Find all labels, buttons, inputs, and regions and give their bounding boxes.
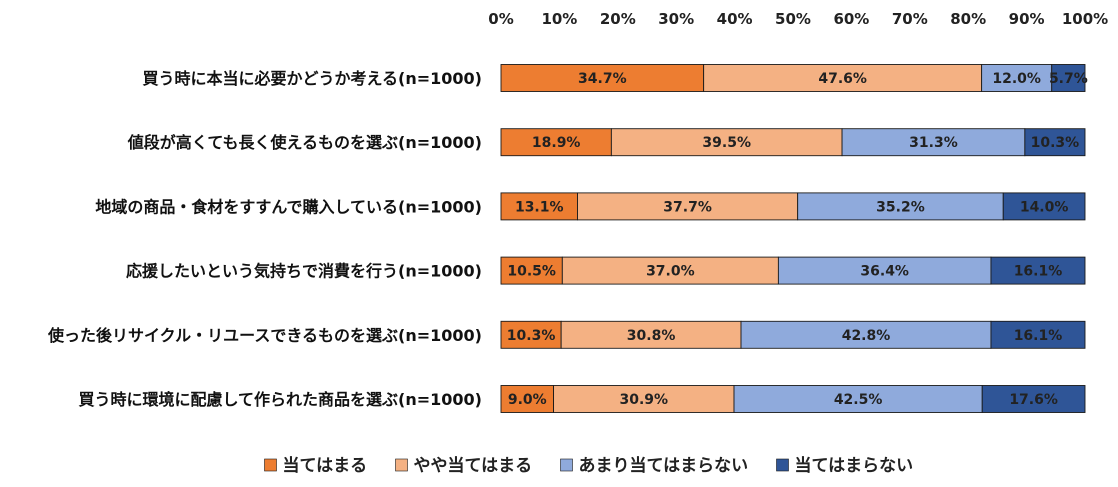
bar-segment xyxy=(1051,64,1086,92)
bar-segment xyxy=(703,64,983,92)
bar-segment xyxy=(981,64,1053,92)
category-label: 応援したいという気持ちで消費を行う(n=1000) xyxy=(126,262,482,281)
data-label: 39.5% xyxy=(702,135,751,151)
bar-segment xyxy=(577,192,799,221)
data-label: 30.9% xyxy=(619,392,668,408)
legend-swatch xyxy=(776,458,789,472)
data-label: 13.1% xyxy=(515,199,564,215)
bar-segment xyxy=(500,64,705,92)
bar-segment xyxy=(841,128,1026,157)
legend-label: 当てはまる xyxy=(283,455,368,476)
legend-swatch xyxy=(560,458,573,472)
x-tick-label: 70% xyxy=(892,10,928,28)
category-label: 地域の商品・食材をすすんで購入している(n=1000) xyxy=(95,197,482,216)
data-label: 42.5% xyxy=(834,392,883,408)
x-tick-label: 10% xyxy=(541,10,577,28)
x-tick-label: 80% xyxy=(950,10,986,28)
data-label: 17.6% xyxy=(1009,392,1058,408)
bar-segment xyxy=(560,320,742,349)
data-label: 36.4% xyxy=(860,264,909,280)
bar-segment xyxy=(990,320,1086,349)
bar-segment xyxy=(610,128,843,157)
bar-segment xyxy=(990,256,1086,285)
x-tick-label: 60% xyxy=(833,10,869,28)
data-label: 16.1% xyxy=(1014,328,1063,344)
bar-segment xyxy=(500,192,578,221)
x-tick-label: 100% xyxy=(1062,10,1108,28)
legend-swatch xyxy=(395,458,408,472)
bar-segment xyxy=(1024,128,1086,157)
x-tick-label: 30% xyxy=(658,10,694,28)
bar-segment xyxy=(500,256,563,285)
legend-label: あまり当てはまらない xyxy=(579,455,749,476)
legend-label: 当てはまらない xyxy=(795,455,914,476)
legend-label: やや当てはまる xyxy=(414,455,533,476)
bar-segment xyxy=(500,320,562,349)
data-label: 37.7% xyxy=(663,199,712,215)
data-label: 42.8% xyxy=(842,328,891,344)
bar-segment xyxy=(981,385,1086,413)
data-label: 10.3% xyxy=(507,328,556,344)
x-tick-label: 40% xyxy=(717,10,753,28)
bar-segment xyxy=(1002,192,1086,221)
bar-segment xyxy=(500,385,555,413)
bar-segment xyxy=(561,256,779,285)
data-label: 30.8% xyxy=(627,328,676,344)
data-label: 16.1% xyxy=(1014,264,1063,280)
category-label: 買う時に本当に必要かどうか考える(n=1000) xyxy=(143,69,482,88)
x-tick-label: 50% xyxy=(775,10,811,28)
data-label: 31.3% xyxy=(909,135,958,151)
data-label: 34.7% xyxy=(578,71,627,87)
data-label: 35.2% xyxy=(876,199,925,215)
x-tick-label: 0% xyxy=(488,10,513,28)
data-label: 5.7% xyxy=(1049,71,1088,87)
data-label: 12.0% xyxy=(992,71,1041,87)
bar-segment xyxy=(733,385,983,413)
x-tick-label: 90% xyxy=(1009,10,1045,28)
data-label: 10.5% xyxy=(507,264,556,280)
bar-segment xyxy=(500,128,612,157)
data-label: 10.3% xyxy=(1031,135,1080,151)
data-label: 37.0% xyxy=(646,264,695,280)
bar-segment xyxy=(553,385,735,413)
data-label: 14.0% xyxy=(1020,199,1069,215)
legend-swatch xyxy=(264,458,277,472)
data-label: 9.0% xyxy=(508,392,547,408)
x-tick-label: 20% xyxy=(600,10,636,28)
data-label: 47.6% xyxy=(818,71,867,87)
category-label: 値段が高くても長く使えるものを選ぶ(n=1000) xyxy=(127,133,482,152)
bar-segment xyxy=(740,320,992,349)
category-label: 使った後リサイクル・リユースできるものを選ぶ(n=1000) xyxy=(47,326,482,345)
data-label: 18.9% xyxy=(532,135,581,151)
category-label: 買う時に環境に配慮して作られた商品を選ぶ(n=1000) xyxy=(79,390,482,409)
